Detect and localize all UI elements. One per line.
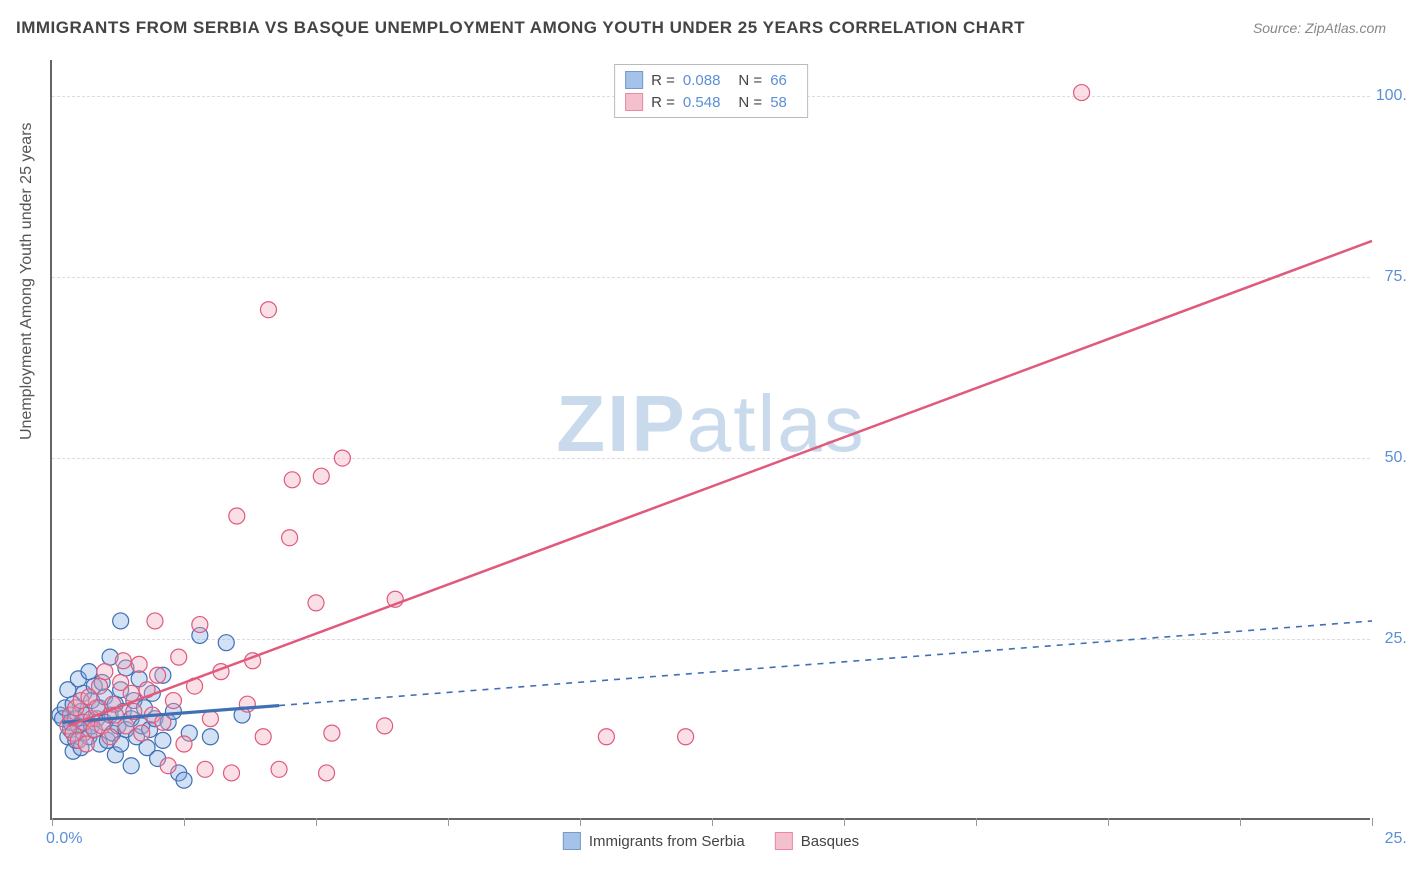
legend-n-label-basques: N = [738, 94, 762, 111]
x-max-label: 25.0% [1385, 830, 1406, 848]
scatter-point-basques [176, 736, 192, 752]
x-tick [976, 818, 977, 826]
x-tick [1372, 818, 1373, 826]
scatter-point-serbia [218, 635, 234, 651]
scatter-point-basques [165, 693, 181, 709]
x-origin-label: 0.0% [46, 830, 82, 848]
x-tick [1108, 818, 1109, 826]
legend-row-basques: R = 0.548 N = 58 [625, 91, 797, 113]
legend-swatch-basques [625, 93, 643, 111]
legend-bottom: Immigrants from Serbia Basques [563, 832, 859, 850]
trendline-serbia-dashed [279, 621, 1372, 706]
x-tick [1240, 818, 1241, 826]
scatter-point-basques [313, 468, 329, 484]
scatter-point-serbia [176, 772, 192, 788]
legend-n-label-serbia: N = [738, 72, 762, 89]
x-tick [448, 818, 449, 826]
scatter-svg [52, 60, 1370, 818]
legend-label-serbia: Immigrants from Serbia [589, 833, 745, 850]
scatter-point-basques [224, 765, 240, 781]
legend-row-serbia: R = 0.088 N = 66 [625, 69, 797, 91]
legend-bottom-serbia: Immigrants from Serbia [563, 832, 745, 850]
x-tick [712, 818, 713, 826]
scatter-point-basques [255, 729, 271, 745]
scatter-point-basques [377, 718, 393, 734]
scatter-point-basques [131, 656, 147, 672]
scatter-point-basques [102, 729, 118, 745]
scatter-point-serbia [202, 729, 218, 745]
scatter-point-basques [115, 653, 131, 669]
scatter-point-basques [118, 718, 134, 734]
y-tick-label: 50.0% [1385, 449, 1406, 467]
scatter-point-basques [308, 595, 324, 611]
y-tick-label: 75.0% [1385, 268, 1406, 286]
scatter-point-basques [160, 758, 176, 774]
scatter-point-basques [260, 302, 276, 318]
scatter-point-serbia [113, 613, 129, 629]
scatter-point-serbia [81, 664, 97, 680]
x-tick [316, 818, 317, 826]
legend-n-value-basques: 58 [770, 94, 787, 111]
legend-r-value-basques: 0.548 [683, 94, 721, 111]
legend-bottom-basques: Basques [775, 832, 859, 850]
scatter-point-basques [319, 765, 335, 781]
legend-swatch-serbia-bottom [563, 832, 581, 850]
y-axis-label: Unemployment Among Youth under 25 years [18, 122, 36, 440]
scatter-point-basques [334, 450, 350, 466]
legend-correlation-box: R = 0.088 N = 66 R = 0.548 N = 58 [614, 64, 808, 118]
scatter-point-basques [78, 736, 94, 752]
plot-area: ZIPatlas 25.0%50.0%75.0%100.0% 0.0% 25.0… [50, 60, 1370, 820]
scatter-point-basques [150, 667, 166, 683]
scatter-point-basques [192, 617, 208, 633]
scatter-point-serbia [155, 732, 171, 748]
scatter-point-basques [134, 725, 150, 741]
chart-container: IMMIGRANTS FROM SERBIA VS BASQUE UNEMPLO… [0, 0, 1406, 892]
scatter-point-basques [271, 761, 287, 777]
scatter-point-basques [171, 649, 187, 665]
scatter-point-serbia [123, 758, 139, 774]
scatter-point-basques [97, 664, 113, 680]
scatter-point-basques [284, 472, 300, 488]
x-tick [844, 818, 845, 826]
legend-swatch-basques-bottom [775, 832, 793, 850]
scatter-point-basques [282, 530, 298, 546]
legend-r-label-basques: R = [651, 94, 675, 111]
x-tick [52, 818, 53, 826]
legend-r-value-serbia: 0.088 [683, 72, 721, 89]
chart-title: IMMIGRANTS FROM SERBIA VS BASQUE UNEMPLO… [16, 18, 1025, 38]
scatter-point-basques [202, 711, 218, 727]
source-attribution: Source: ZipAtlas.com [1253, 20, 1386, 36]
x-tick [580, 818, 581, 826]
scatter-point-basques [324, 725, 340, 741]
scatter-point-basques [598, 729, 614, 745]
scatter-point-basques [197, 761, 213, 777]
scatter-point-basques [147, 613, 163, 629]
scatter-point-basques [92, 678, 108, 694]
x-tick [184, 818, 185, 826]
scatter-point-basques [678, 729, 694, 745]
scatter-point-basques [229, 508, 245, 524]
legend-swatch-serbia [625, 71, 643, 89]
y-tick-label: 100.0% [1376, 87, 1406, 105]
scatter-point-basques [155, 714, 171, 730]
legend-n-value-serbia: 66 [770, 72, 787, 89]
legend-r-label-serbia: R = [651, 72, 675, 89]
legend-label-basques: Basques [801, 833, 859, 850]
y-tick-label: 25.0% [1385, 630, 1406, 648]
scatter-point-basques [1074, 85, 1090, 101]
